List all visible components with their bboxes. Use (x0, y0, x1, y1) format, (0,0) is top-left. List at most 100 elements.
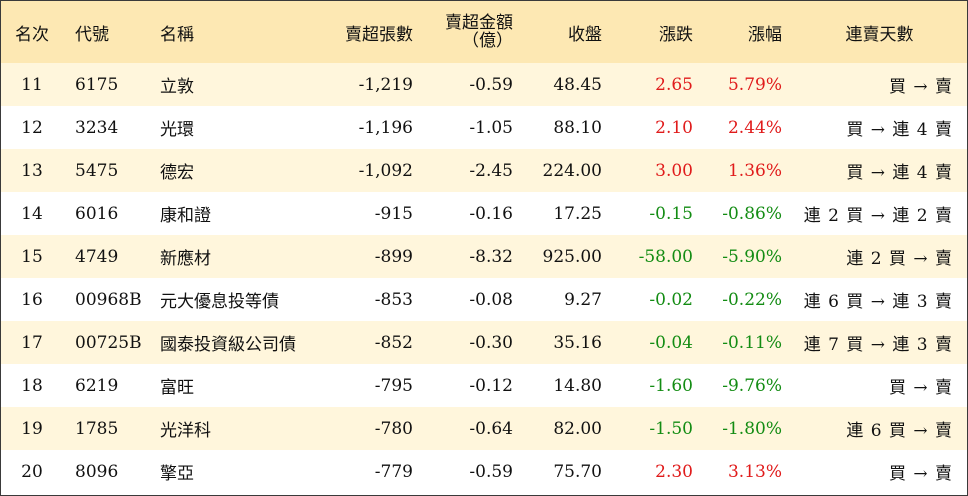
cell-close: 925.00 (542, 246, 602, 267)
cell-change: -58.00 (638, 246, 693, 267)
cell-streak: 連 6 買 → 連 3 賣 (803, 292, 953, 312)
cell-streak: 連 7 買 → 連 3 賣 (803, 335, 953, 355)
cell-change: 2.10 (655, 117, 693, 138)
cell-net-sell-amount: -0.59 (469, 74, 513, 95)
cell-net-sell-lots: -779 (374, 461, 413, 482)
table-row[interactable]: 12 3234 光環 -1,196 -1.05 88.10 2.10 2.44% 買 → 連 4… (1, 106, 967, 149)
cell-code[interactable]: 3234 (75, 117, 119, 138)
cell-change: 3.00 (655, 160, 693, 181)
cell-name[interactable]: 光環 (160, 120, 194, 140)
cell-rank: 15 (21, 246, 43, 267)
table-row[interactable]: 13 5475 德宏 -1,092 -2.45 224.00 3.00 1.36% 買 → 連 … (1, 149, 967, 192)
header-net-sell-lots[interactable]: 賣超張數 (345, 24, 413, 45)
header-net-sell-amount[interactable]: 賣超金額 （億） (423, 1, 523, 63)
cell-net-sell-lots: -852 (374, 332, 413, 353)
cell-change: -1.50 (649, 418, 693, 439)
cell-pct: -0.86% (722, 203, 782, 224)
table-row[interactable]: 17 00725B 國泰投資級公司債 -852 -0.30 35.16 -0.04 -0.11… (1, 321, 967, 364)
cell-net-sell-lots: -915 (374, 203, 413, 224)
cell-close: 48.45 (553, 74, 602, 95)
cell-code[interactable]: 00968B (75, 289, 142, 310)
cell-net-sell-amount: -0.59 (469, 461, 513, 482)
cell-close: 82.00 (553, 418, 602, 439)
cell-close: 88.10 (553, 117, 602, 138)
cell-name[interactable]: 元大優息投等債 (160, 292, 279, 312)
header-net-sell-amount-unit: （億） (462, 31, 513, 51)
cell-rank: 12 (21, 117, 43, 138)
cell-name[interactable]: 德宏 (160, 163, 194, 183)
cell-close: 35.16 (553, 332, 602, 353)
cell-code[interactable]: 4749 (75, 246, 119, 267)
cell-net-sell-lots: -853 (374, 289, 413, 310)
cell-pct: -5.90% (722, 246, 782, 267)
cell-change: -0.15 (649, 203, 693, 224)
cell-code[interactable]: 8096 (75, 461, 119, 482)
cell-streak: 買 → 連 4 賣 (846, 120, 953, 140)
table-row[interactable]: 19 1785 光洋科 -780 -0.64 82.00 -1.50 -1.80% 連 6 買 … (1, 407, 967, 450)
cell-rank: 11 (21, 74, 43, 95)
cell-net-sell-amount: -1.05 (469, 117, 513, 138)
cell-name[interactable]: 光洋科 (160, 421, 211, 441)
cell-net-sell-lots: -899 (374, 246, 413, 267)
cell-net-sell-amount: -0.30 (469, 332, 513, 353)
cell-net-sell-lots: -1,219 (358, 74, 413, 95)
cell-change: -0.04 (649, 332, 693, 353)
cell-streak: 買 → 賣 (888, 77, 953, 97)
cell-pct: 1.36% (727, 160, 782, 181)
cell-code[interactable]: 00725B (75, 332, 142, 353)
cell-close: 224.00 (542, 160, 602, 181)
header-code[interactable]: 代號 (75, 24, 109, 45)
cell-code[interactable]: 1785 (75, 418, 119, 439)
cell-code[interactable]: 6016 (75, 203, 119, 224)
cell-streak: 連 6 買 → 賣 (846, 421, 953, 441)
cell-close: 17.25 (553, 203, 602, 224)
table-row[interactable]: 15 4749 新應材 -899 -8.32 925.00 -58.00 -5.90% 連 2 … (1, 235, 967, 278)
cell-name[interactable]: 立敦 (160, 77, 194, 97)
cell-change: 2.30 (655, 461, 693, 482)
cell-net-sell-lots: -1,196 (358, 117, 413, 138)
cell-net-sell-amount: -0.12 (469, 375, 513, 396)
table-row[interactable]: 11 6175 立敦 -1,219 -0.59 48.45 2.65 5.79% 買 → 賣 (1, 63, 967, 106)
cell-streak: 買 → 連 4 賣 (846, 163, 953, 183)
cell-close: 14.80 (553, 375, 602, 396)
cell-net-sell-amount: -0.16 (469, 203, 513, 224)
cell-rank: 17 (21, 332, 43, 353)
cell-pct: 2.44% (727, 117, 782, 138)
table-row[interactable]: 16 00968B 元大優息投等債 -853 -0.08 9.27 -0.02 -0.22% 連… (1, 278, 967, 321)
cell-rank: 19 (21, 418, 43, 439)
cell-pct: -0.11% (722, 332, 782, 353)
cell-name[interactable]: 國泰投資級公司債 (160, 335, 296, 355)
cell-change: -0.02 (649, 289, 693, 310)
table-row[interactable]: 18 6219 富旺 -795 -0.12 14.80 -1.60 -9.76% 買 → 賣 (1, 364, 967, 407)
cell-rank: 20 (21, 461, 43, 482)
cell-net-sell-amount: -0.08 (469, 289, 513, 310)
cell-name[interactable]: 擎亞 (160, 464, 194, 484)
cell-code[interactable]: 5475 (75, 160, 119, 181)
cell-pct: 3.13% (727, 461, 782, 482)
cell-code[interactable]: 6175 (75, 74, 119, 95)
cell-pct: -0.22% (722, 289, 782, 310)
header-pct[interactable]: 漲幅 (748, 24, 782, 45)
cell-name[interactable]: 新應材 (160, 249, 211, 269)
cell-net-sell-amount: -8.32 (469, 246, 513, 267)
header-rank[interactable]: 名次 (15, 24, 49, 45)
table-header: 名次 代號 名稱 賣超張數 賣超金額 （億） 收盤 漲跌 漲幅 連賣天數 (1, 1, 967, 63)
cell-net-sell-lots: -1,092 (358, 160, 413, 181)
header-streak[interactable]: 連賣天數 (845, 24, 914, 45)
cell-close: 75.70 (553, 461, 602, 482)
cell-net-sell-lots: -780 (374, 418, 413, 439)
cell-name[interactable]: 康和證 (160, 206, 211, 226)
header-name[interactable]: 名稱 (160, 24, 194, 45)
header-change[interactable]: 漲跌 (659, 24, 693, 45)
table-row[interactable]: 14 6016 康和證 -915 -0.16 17.25 -0.15 -0.86% 連 2 買 … (1, 192, 967, 235)
header-close[interactable]: 收盤 (568, 24, 602, 45)
cell-rank: 13 (21, 160, 43, 181)
cell-name[interactable]: 富旺 (160, 378, 194, 398)
cell-change: -1.60 (649, 375, 693, 396)
cell-streak: 買 → 賣 (888, 464, 953, 484)
table-row[interactable]: 20 8096 擎亞 -779 -0.59 75.70 2.30 3.13% 買 → 賣 (1, 450, 967, 493)
cell-streak: 連 2 買 → 賣 (846, 249, 953, 269)
cell-code[interactable]: 6219 (75, 375, 119, 396)
